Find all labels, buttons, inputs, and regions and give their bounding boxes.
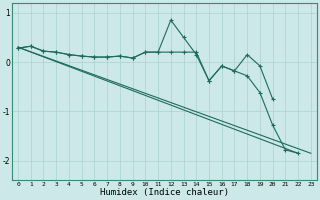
X-axis label: Humidex (Indice chaleur): Humidex (Indice chaleur) — [100, 188, 229, 197]
